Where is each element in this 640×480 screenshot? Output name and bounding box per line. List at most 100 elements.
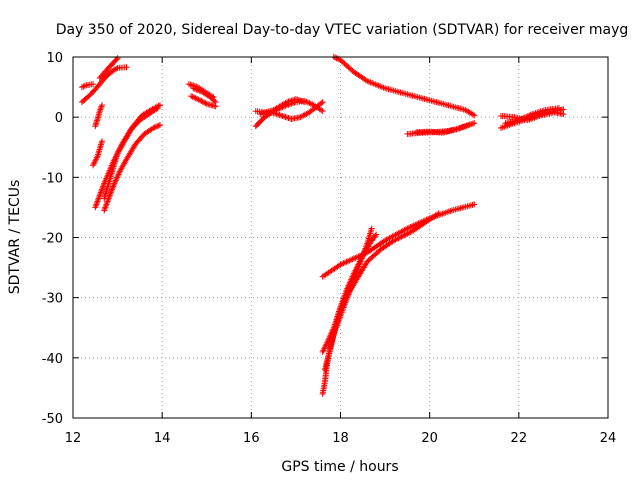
data-point	[156, 121, 163, 128]
data-point	[284, 114, 290, 121]
data-point	[201, 99, 208, 106]
data-point	[527, 111, 534, 118]
data-point	[156, 102, 163, 109]
series-arc-t	[502, 105, 562, 127]
y-tick-label: -50	[42, 412, 63, 427]
data-point	[341, 259, 348, 266]
data-point	[466, 121, 473, 128]
series-arc-h	[101, 102, 163, 202]
series-arc-n	[257, 96, 308, 118]
series-arc-a	[78, 81, 97, 91]
data-point	[185, 81, 192, 88]
data-point	[520, 115, 527, 122]
data-point	[187, 81, 194, 88]
data-point	[98, 102, 105, 109]
x-tick-label: 12	[65, 431, 82, 446]
data-point	[192, 95, 199, 102]
data-point	[518, 115, 525, 122]
x-tick-label: 16	[243, 431, 260, 446]
data-point	[347, 256, 354, 263]
data-point	[275, 111, 282, 118]
data-point	[276, 111, 283, 118]
x-tick-label: 24	[600, 431, 617, 446]
data-point	[318, 100, 325, 107]
data-point	[434, 211, 441, 218]
data-point	[332, 54, 339, 61]
data-point	[282, 113, 289, 120]
data-point	[194, 87, 201, 94]
series-arc-k	[190, 85, 219, 106]
data-point	[198, 98, 205, 105]
y-tick-label: 10	[46, 51, 63, 66]
data-point	[292, 96, 299, 103]
data-point	[90, 81, 97, 88]
data-point	[279, 112, 286, 119]
data-point	[80, 83, 87, 90]
data-point	[197, 97, 204, 104]
data-point	[98, 138, 105, 145]
data-point	[189, 93, 196, 100]
y-tick-label: -30	[42, 292, 63, 307]
series-arc-b	[78, 64, 130, 106]
data-point	[521, 114, 528, 121]
data-point	[298, 98, 305, 105]
data-point	[284, 99, 290, 106]
data-point	[373, 231, 380, 238]
data-point	[515, 117, 522, 124]
data-point	[285, 114, 292, 121]
data-point	[289, 97, 296, 104]
data-point	[346, 257, 353, 264]
series-arc-e	[90, 138, 105, 169]
data-point	[78, 84, 85, 91]
y-axis-label: SDTVAR / TECUs	[7, 180, 23, 295]
data-point	[113, 65, 120, 72]
data-point	[197, 88, 204, 95]
series-arc-x	[319, 231, 380, 355]
data-point	[195, 96, 202, 103]
data-point	[150, 124, 157, 131]
y-tick-label: -10	[42, 171, 63, 186]
data-point	[300, 98, 307, 105]
series-arc-o	[330, 54, 478, 119]
data-point	[285, 98, 292, 105]
y-tick-label: -40	[42, 352, 63, 367]
data-point	[301, 99, 308, 106]
data-point	[362, 77, 369, 84]
data-point	[123, 64, 130, 71]
series-arc-d	[92, 102, 105, 130]
x-tick-label: 22	[511, 431, 528, 446]
data-point	[319, 108, 326, 115]
data-point	[343, 258, 350, 265]
data-point	[286, 98, 293, 105]
data-point	[469, 111, 476, 118]
data-point	[526, 112, 533, 119]
chart-title: Day 350 of 2020, Sidereal Day-to-day VTE…	[56, 22, 629, 38]
data-point	[352, 254, 359, 261]
data-point	[193, 86, 200, 93]
data-point	[307, 100, 314, 107]
data-point	[152, 123, 159, 130]
data-point	[273, 110, 280, 117]
data-point	[155, 122, 162, 129]
x-tick-label: 14	[154, 431, 171, 446]
x-tick-label: 18	[332, 431, 349, 446]
data-point	[114, 55, 121, 62]
data-point	[471, 201, 478, 208]
data-point	[212, 99, 219, 106]
data-point	[199, 98, 206, 105]
data-point	[190, 85, 197, 92]
data-point	[191, 94, 198, 101]
data-point	[338, 260, 345, 267]
data-point	[196, 87, 203, 94]
data-point	[194, 95, 201, 102]
data-point	[288, 97, 295, 104]
data-point	[295, 97, 302, 104]
data-point	[368, 225, 375, 232]
y-tick-label: -20	[42, 232, 63, 247]
data-point	[191, 85, 198, 92]
series-arc-c	[96, 55, 121, 82]
data-point	[318, 107, 325, 114]
data-point	[297, 97, 304, 104]
data-point	[188, 93, 195, 100]
